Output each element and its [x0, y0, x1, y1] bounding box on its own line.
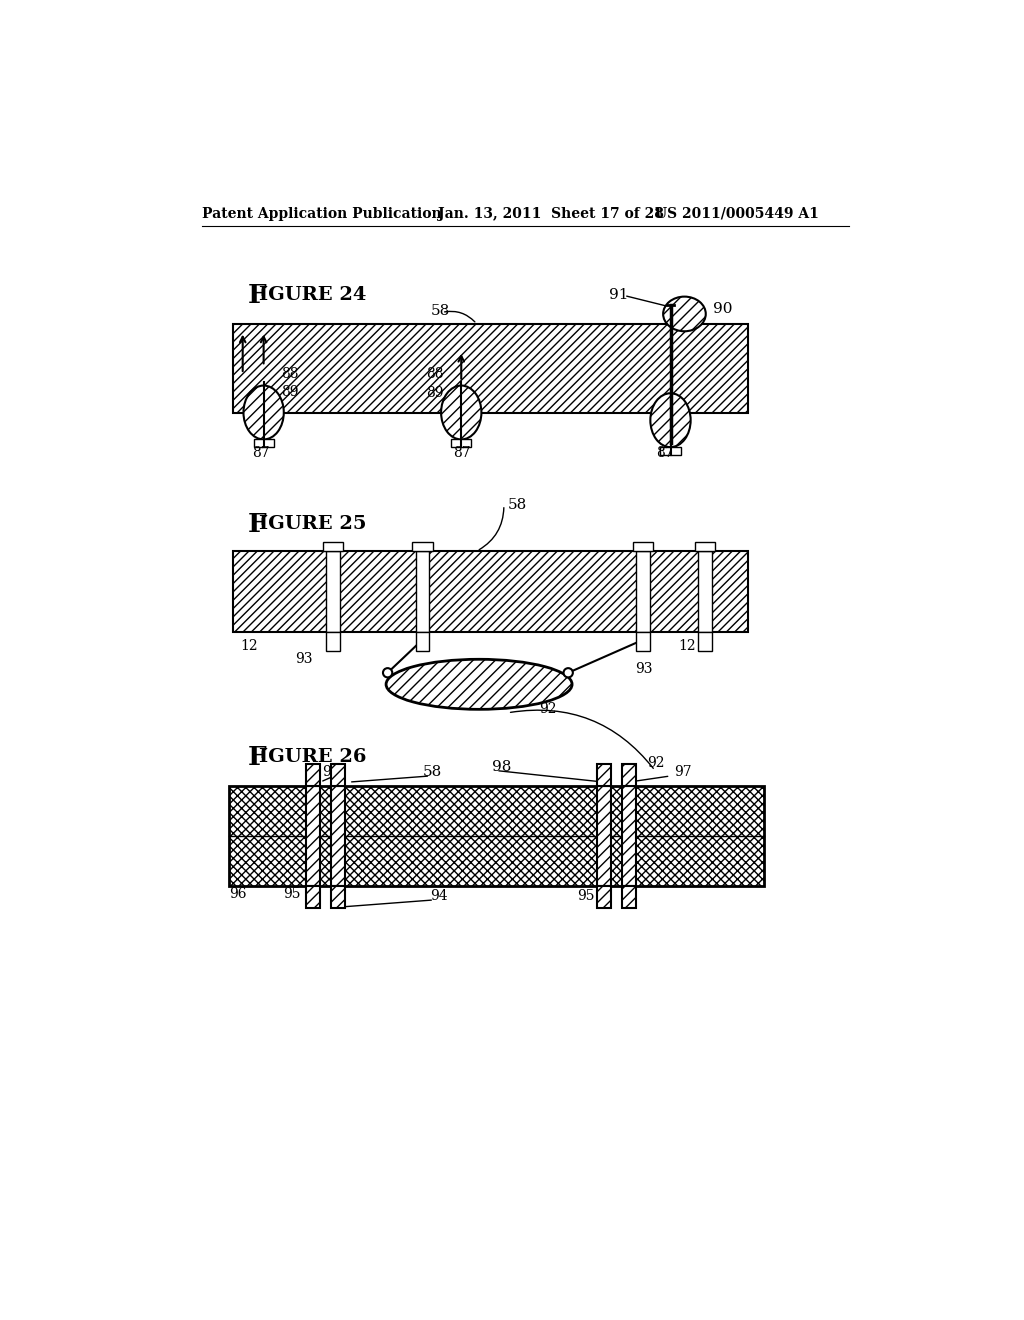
Text: 92: 92 [647, 755, 665, 770]
Text: 90: 90 [713, 301, 732, 315]
Bar [698, 552, 713, 632]
Text: 87: 87 [656, 446, 674, 461]
Text: 58: 58 [430, 304, 450, 318]
Text: 94: 94 [430, 888, 447, 903]
Ellipse shape [441, 385, 481, 440]
Text: 93: 93 [636, 661, 653, 676]
Text: 89: 89 [282, 384, 299, 399]
Ellipse shape [664, 297, 706, 331]
Bar [331, 886, 345, 908]
Bar [327, 632, 340, 651]
Text: 89: 89 [426, 387, 443, 400]
Text: 96: 96 [228, 887, 246, 900]
Bar [660, 447, 681, 455]
Text: 58: 58 [423, 766, 441, 779]
Text: 92: 92 [539, 702, 556, 715]
Bar [331, 764, 345, 785]
Bar [306, 785, 321, 886]
Text: 97: 97 [675, 766, 692, 779]
Polygon shape [228, 785, 764, 886]
Text: US 2011/0005449 A1: US 2011/0005449 A1 [655, 207, 819, 220]
Bar [597, 886, 611, 908]
Ellipse shape [386, 659, 572, 709]
Bar [622, 764, 636, 785]
Text: F: F [248, 512, 267, 537]
Text: 12: 12 [678, 639, 696, 652]
Polygon shape [232, 552, 748, 632]
Bar [413, 543, 432, 552]
Bar [327, 552, 340, 632]
Text: 91: 91 [608, 289, 628, 302]
Text: 88: 88 [426, 367, 443, 381]
Text: 58: 58 [508, 498, 527, 512]
Ellipse shape [383, 668, 392, 677]
Text: 98: 98 [493, 759, 512, 774]
Bar [452, 440, 471, 447]
Bar [597, 764, 611, 785]
Bar [633, 543, 653, 552]
Ellipse shape [563, 668, 572, 677]
Bar [698, 632, 713, 651]
Text: 93: 93 [295, 652, 312, 665]
Bar [416, 552, 429, 632]
Text: 95: 95 [283, 887, 300, 900]
Bar [306, 886, 321, 908]
Bar [254, 440, 273, 447]
Text: F: F [248, 744, 267, 770]
Text: F: F [248, 282, 267, 308]
Text: IGURE 24: IGURE 24 [259, 286, 367, 305]
Bar [636, 552, 650, 632]
Bar [324, 543, 343, 552]
Bar [622, 886, 636, 908]
Text: 97: 97 [322, 766, 339, 779]
Polygon shape [232, 323, 748, 412]
Text: Patent Application Publication: Patent Application Publication [202, 207, 441, 220]
Text: 12: 12 [241, 639, 258, 652]
Bar [331, 785, 345, 886]
Text: Jan. 13, 2011  Sheet 17 of 28: Jan. 13, 2011 Sheet 17 of 28 [438, 207, 664, 220]
Ellipse shape [650, 393, 690, 447]
Text: 95: 95 [578, 888, 595, 903]
Bar [306, 764, 321, 785]
Ellipse shape [244, 385, 284, 440]
Bar [695, 543, 716, 552]
Bar [636, 632, 650, 651]
Bar [622, 785, 636, 886]
Text: 87: 87 [252, 446, 269, 461]
Text: 87: 87 [454, 446, 471, 461]
Text: IGURE 25: IGURE 25 [259, 515, 367, 533]
Text: 88: 88 [282, 367, 299, 381]
Bar [597, 785, 611, 886]
Bar [416, 632, 429, 651]
Text: IGURE 26: IGURE 26 [259, 748, 367, 767]
